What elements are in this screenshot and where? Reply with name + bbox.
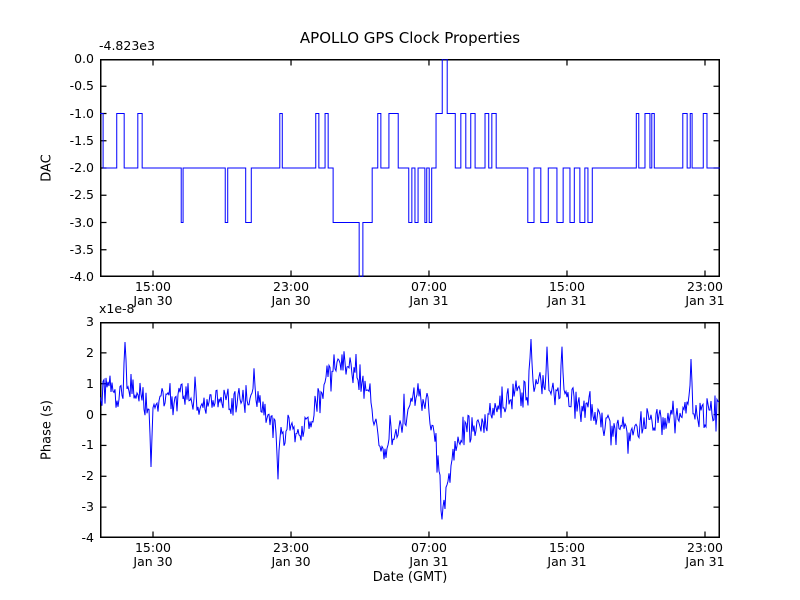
bottom-axis-multiplier-label: x1e-8 bbox=[99, 301, 135, 316]
x-tick-label: 15:00 Jan 31 bbox=[547, 279, 587, 308]
y-tick-label: 1 bbox=[86, 375, 94, 391]
top-axis-offset-label: -4.823e3 bbox=[99, 38, 155, 53]
y-tick-label: -3 bbox=[81, 499, 94, 515]
x-tick-label: 23:00 Jan 30 bbox=[271, 540, 311, 569]
x-tick-date: Jan 31 bbox=[685, 553, 725, 569]
y-tick-label: -3.0 bbox=[69, 214, 94, 230]
y-tick-label: 0.0 bbox=[74, 51, 94, 66]
y-tick-label: -1.0 bbox=[69, 105, 94, 121]
data-line bbox=[100, 59, 720, 277]
y-tick-label: -4.0 bbox=[69, 269, 94, 284]
x-axis-label: Date (GMT) bbox=[372, 570, 448, 585]
x-tick-label: 23:00 Jan 31 bbox=[685, 540, 725, 569]
x-tick-label: 15:00 Jan 30 bbox=[133, 540, 173, 569]
x-tick-date: Jan 31 bbox=[547, 292, 587, 308]
x-tick-date: Jan 31 bbox=[685, 292, 725, 308]
x-tick-label: 15:00 Jan 30 bbox=[133, 279, 173, 308]
y-tick-label: -2 bbox=[81, 468, 94, 484]
axes-frame bbox=[100, 322, 720, 538]
bottom-plot-phase-line bbox=[100, 322, 720, 538]
y-tick-label: -0.5 bbox=[69, 78, 94, 94]
x-tick-date: Jan 30 bbox=[133, 292, 173, 308]
x-tick-date: Jan 31 bbox=[409, 553, 449, 569]
x-tick-date: Jan 31 bbox=[409, 292, 449, 308]
x-tick-label: 15:00 Jan 31 bbox=[547, 540, 587, 569]
x-tick-date: Jan 30 bbox=[271, 553, 311, 569]
y-tick-label: -2.5 bbox=[69, 187, 94, 203]
chart-title: APOLLO GPS Clock Properties bbox=[299, 29, 521, 47]
top-plot-dac-steps bbox=[100, 59, 720, 277]
x-tick-date: Jan 30 bbox=[133, 553, 173, 569]
x-tick-label: 07:00 Jan 31 bbox=[409, 540, 449, 569]
y-tick-label: -1.5 bbox=[69, 132, 94, 148]
x-tick-date: Jan 31 bbox=[547, 553, 587, 569]
x-tick-label: 23:00 Jan 31 bbox=[685, 279, 725, 308]
data-line bbox=[100, 338, 720, 520]
x-tick-date: Jan 30 bbox=[271, 292, 311, 308]
y-tick-label: -4 bbox=[81, 530, 94, 545]
y-tick-label: -1 bbox=[81, 437, 94, 453]
y-tick-label: 3 bbox=[86, 314, 94, 329]
y-tick-label: 2 bbox=[86, 344, 94, 360]
y-tick-label: -2.0 bbox=[69, 160, 94, 175]
y-tick-label: 0 bbox=[86, 406, 94, 422]
x-tick-label: 07:00 Jan 31 bbox=[409, 279, 449, 308]
x-tick-label: 23:00 Jan 30 bbox=[271, 279, 311, 308]
y-tick-label: -3.5 bbox=[69, 241, 94, 257]
